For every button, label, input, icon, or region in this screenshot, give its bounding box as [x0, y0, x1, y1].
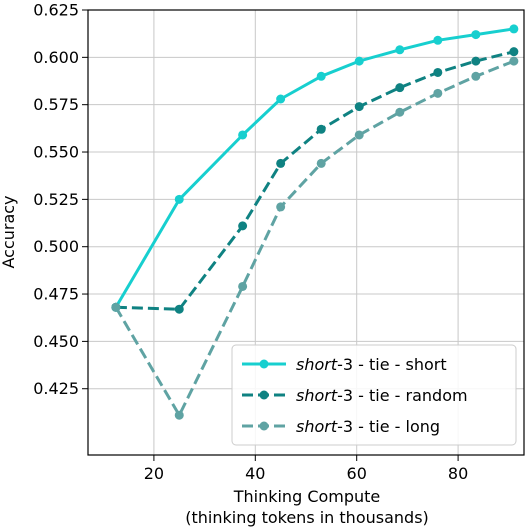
data-point — [509, 47, 519, 57]
legend-item: short-3 - tie - short — [242, 355, 447, 374]
legend-label-italic: short — [296, 417, 338, 436]
y-axis-label: Accuracy — [0, 195, 18, 268]
legend-marker — [259, 390, 269, 400]
data-point — [111, 302, 121, 312]
plot-frame — [87, 9, 525, 456]
data-point — [354, 102, 364, 112]
data-point — [316, 158, 326, 168]
data-point — [354, 130, 364, 140]
data-point — [238, 281, 248, 291]
data-point — [395, 45, 405, 55]
series-line — [114, 27, 515, 309]
data-point — [276, 94, 286, 104]
legend-box — [231, 344, 517, 446]
data-point — [174, 304, 184, 314]
axis-ticks: 20 40 60 80 0.425 0.450 0.475 0.500 0.525 0.550 0.… — [33, 1, 468, 484]
data-point — [395, 83, 405, 93]
series-2 — [111, 47, 519, 314]
series-line — [114, 59, 515, 417]
data-point — [316, 71, 326, 81]
x-tick-label: 60 — [347, 464, 367, 483]
data-point — [276, 158, 286, 168]
legend-label-italic: short — [296, 355, 338, 374]
data-point — [174, 410, 184, 420]
legend-label: short-3 - tie - random — [296, 386, 468, 405]
y-tick-label: 0.600 — [33, 48, 79, 67]
y-tick-label: 0.475 — [33, 285, 79, 304]
x-tick-label: 20 — [144, 464, 164, 483]
data-point — [509, 56, 519, 66]
series-1 — [111, 24, 519, 312]
data-point — [238, 221, 248, 231]
data-point — [276, 202, 286, 212]
y-tick-label: 0.525 — [33, 190, 79, 209]
x-axis-label-line1: Thinking Compute — [233, 487, 381, 506]
data-point — [395, 107, 405, 117]
data-point — [316, 124, 326, 134]
legend-label-rest: -3 - tie - short — [337, 355, 447, 374]
data-point — [238, 130, 248, 140]
legend-label-rest: -3 - tie - random — [337, 386, 467, 405]
series-line — [115, 50, 515, 311]
y-tick-label: 0.625 — [33, 1, 79, 20]
legend-label: short-3 - tie - short — [296, 355, 447, 374]
data-point — [433, 67, 443, 77]
data-point — [509, 24, 519, 34]
data-point — [354, 56, 364, 66]
legend-label-rest: -3 - tie - long — [337, 417, 440, 436]
legend-label: short-3 - tie - long — [296, 417, 440, 436]
x-tick-label: 80 — [448, 464, 468, 483]
legend-marker — [259, 359, 269, 369]
legend-item: short-3 - tie - random — [242, 386, 468, 405]
data-point — [433, 35, 443, 45]
x-axis-label-line2: (thinking tokens in thousands) — [185, 508, 429, 527]
data-point — [471, 30, 481, 40]
data-point — [471, 56, 481, 66]
series-3 — [111, 56, 519, 420]
legend-item: short-3 - tie - long — [242, 417, 440, 436]
y-tick-label: 0.500 — [33, 237, 79, 256]
x-tick-label: 40 — [245, 464, 265, 483]
data-point — [433, 88, 443, 98]
y-tick-label: 0.425 — [33, 379, 79, 398]
y-tick-label: 0.450 — [33, 332, 79, 351]
legend-marker — [259, 421, 269, 431]
series-layer — [111, 24, 519, 420]
y-tick-label: 0.575 — [33, 95, 79, 114]
y-tick-label: 0.550 — [33, 143, 79, 162]
legend-label-italic: short — [296, 386, 338, 405]
data-point — [471, 71, 481, 81]
data-point — [174, 194, 184, 204]
